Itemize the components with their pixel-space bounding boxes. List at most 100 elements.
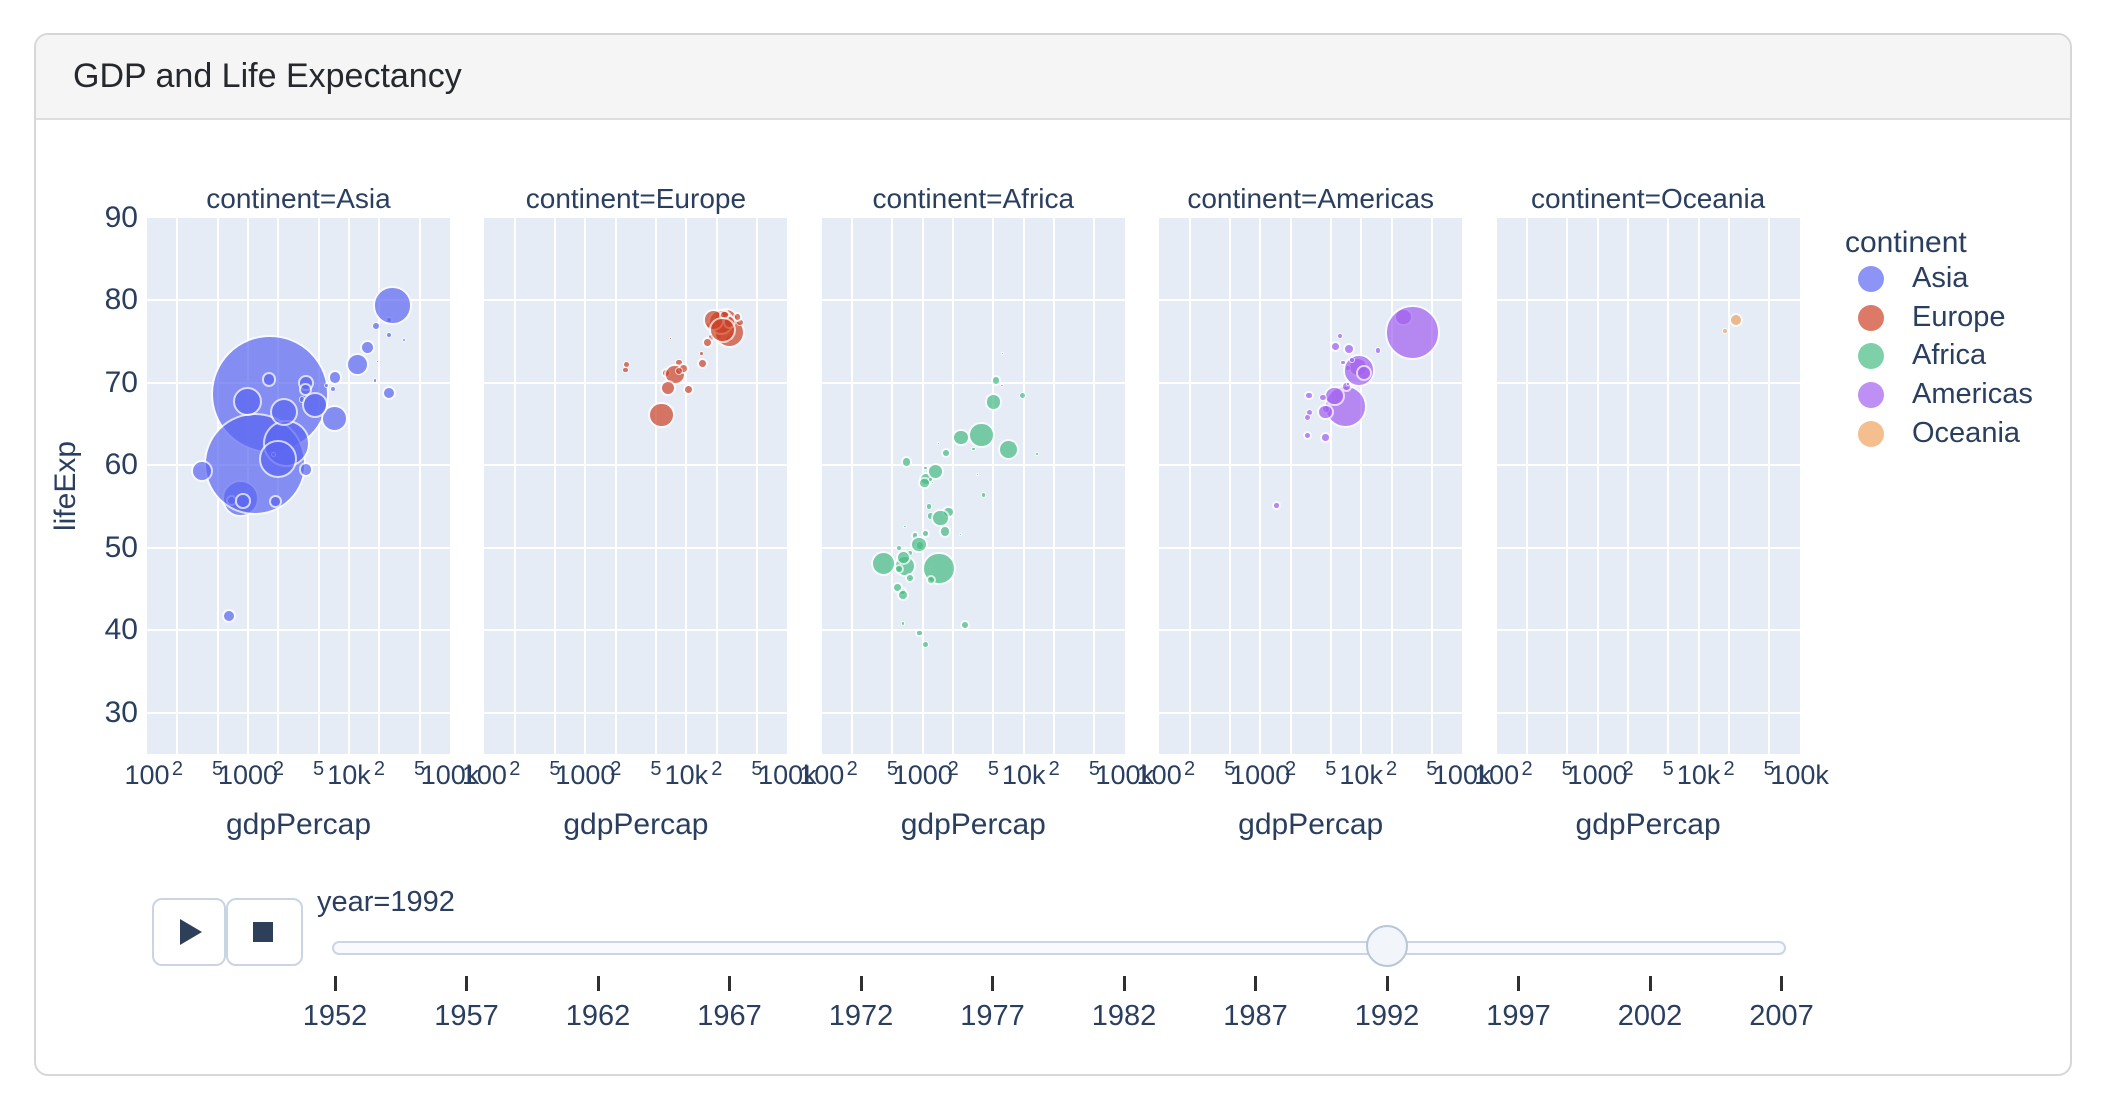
data-point-bubble[interactable] [896,550,911,566]
data-point-bubble[interactable] [1336,332,1343,339]
data-point-bubble[interactable] [1728,313,1744,328]
legend-item-americas[interactable]: Americas [1858,378,2058,412]
data-point-bubble[interactable] [984,393,1003,411]
data-point-bubble[interactable] [329,385,336,392]
play-button[interactable] [152,898,226,966]
data-point-bubble[interactable] [927,476,933,482]
data-point-bubble[interactable] [903,524,907,529]
data-point-bubble[interactable] [900,621,906,627]
data-point-bubble[interactable] [696,357,708,369]
data-point-bubble[interactable] [1330,340,1342,353]
data-point-bubble[interactable] [261,372,277,387]
data-point-bubble[interactable] [1384,304,1440,361]
data-point-bubble[interactable] [910,535,928,554]
data-point-bubble[interactable] [931,508,950,528]
data-point-bubble[interactable] [1000,351,1004,355]
data-point-bubble[interactable] [1317,403,1334,420]
data-point-bubble[interactable] [901,456,913,468]
data-point-bubble[interactable] [401,337,406,343]
data-point-bubble[interactable] [345,353,369,377]
data-point-bubble[interactable] [1319,394,1327,402]
data-point-bubble[interactable] [233,387,262,417]
gridline [1496,464,1800,467]
data-point-bubble[interactable] [925,503,933,511]
legend-item-asia[interactable]: Asia [1858,262,2058,296]
data-point-bubble[interactable] [915,628,924,638]
data-point-bubble[interactable] [927,462,945,480]
data-point-bubble[interactable] [269,397,299,426]
data-point-bubble[interactable] [327,369,343,385]
data-point-bubble[interactable] [675,367,683,376]
data-point-bubble[interactable] [709,316,736,344]
data-point-bubble[interactable] [669,336,673,340]
data-point-bubble[interactable] [699,350,705,356]
data-point-bubble[interactable] [991,375,1002,386]
data-point-bubble[interactable] [372,378,378,383]
data-point-bubble[interactable] [1349,356,1356,363]
data-point-bubble[interactable] [1342,342,1356,356]
data-point-bubble[interactable] [971,446,976,452]
data-point-bubble[interactable] [235,493,252,509]
slider-tick-label: 1977 [960,1000,1025,1032]
data-point-bubble[interactable] [324,382,330,388]
data-point-bubble[interactable] [659,379,677,397]
data-point-bubble[interactable] [373,286,412,325]
data-point-bubble[interactable] [1303,431,1313,441]
data-point-bubble[interactable] [359,339,376,356]
data-point-bubble[interactable] [385,331,392,339]
data-point-bubble[interactable] [936,441,940,445]
slider-track[interactable] [332,941,1786,955]
gridline [484,299,788,302]
stop-button[interactable] [226,898,303,966]
data-point-bubble[interactable] [1356,365,1373,381]
data-point-bubble[interactable] [967,421,995,449]
data-point-bubble[interactable] [1304,390,1314,400]
data-point-bubble[interactable] [1374,347,1382,355]
data-point-bubble[interactable] [981,492,987,498]
data-point-bubble[interactable] [683,383,695,396]
data-point-bubble[interactable] [926,575,937,585]
data-point-bubble[interactable] [922,551,956,586]
data-point-bubble[interactable] [904,572,915,583]
data-point-bubble[interactable] [372,322,381,330]
data-point-bubble[interactable] [1000,383,1004,388]
data-point-bubble[interactable] [960,620,971,631]
data-point-bubble[interactable] [302,392,329,419]
data-point-bubble[interactable] [222,609,236,624]
data-point-bubble[interactable] [896,588,910,602]
data-point-bubble[interactable] [922,640,930,648]
data-point-bubble[interactable] [1320,432,1331,443]
data-point-bubble[interactable] [923,465,928,471]
legend-item-europe[interactable]: Europe [1858,301,2058,335]
data-point-bubble[interactable] [1272,501,1281,511]
data-point-bubble[interactable] [938,525,951,538]
data-point-bubble[interactable] [976,472,980,477]
data-point-bubble[interactable] [951,428,970,447]
data-point-bubble[interactable] [918,476,931,489]
data-point-bubble[interactable] [1018,391,1026,399]
data-point-bubble[interactable] [1340,359,1346,366]
data-point-bubble[interactable] [190,460,213,483]
slider-handle[interactable] [1366,925,1408,967]
data-point-bubble[interactable] [893,564,904,575]
data-point-bubble[interactable] [702,337,713,348]
legend-item-oceania[interactable]: Oceania [1858,417,2058,451]
data-point-bubble[interactable] [1035,452,1039,456]
legend-item-africa[interactable]: Africa [1858,339,2058,373]
data-point-bubble[interactable] [997,439,1020,461]
data-point-bubble[interactable] [648,401,675,429]
data-point-bubble[interactable] [1722,327,1729,335]
data-point-bubble[interactable] [870,550,897,577]
data-point-bubble[interactable] [381,385,396,400]
data-point-bubble[interactable] [1304,414,1312,421]
data-point-bubble[interactable] [959,533,963,537]
data-point-bubble[interactable] [258,439,297,478]
data-point-bubble[interactable] [269,495,282,508]
data-point-bubble[interactable] [298,462,314,477]
data-point-bubble[interactable] [941,448,952,458]
data-point-bubble[interactable] [622,361,630,369]
data-point-bubble[interactable] [375,359,379,363]
data-point-bubble[interactable] [732,312,742,322]
data-point-bubble[interactable] [1346,381,1350,386]
data-point-bubble[interactable] [920,529,930,539]
